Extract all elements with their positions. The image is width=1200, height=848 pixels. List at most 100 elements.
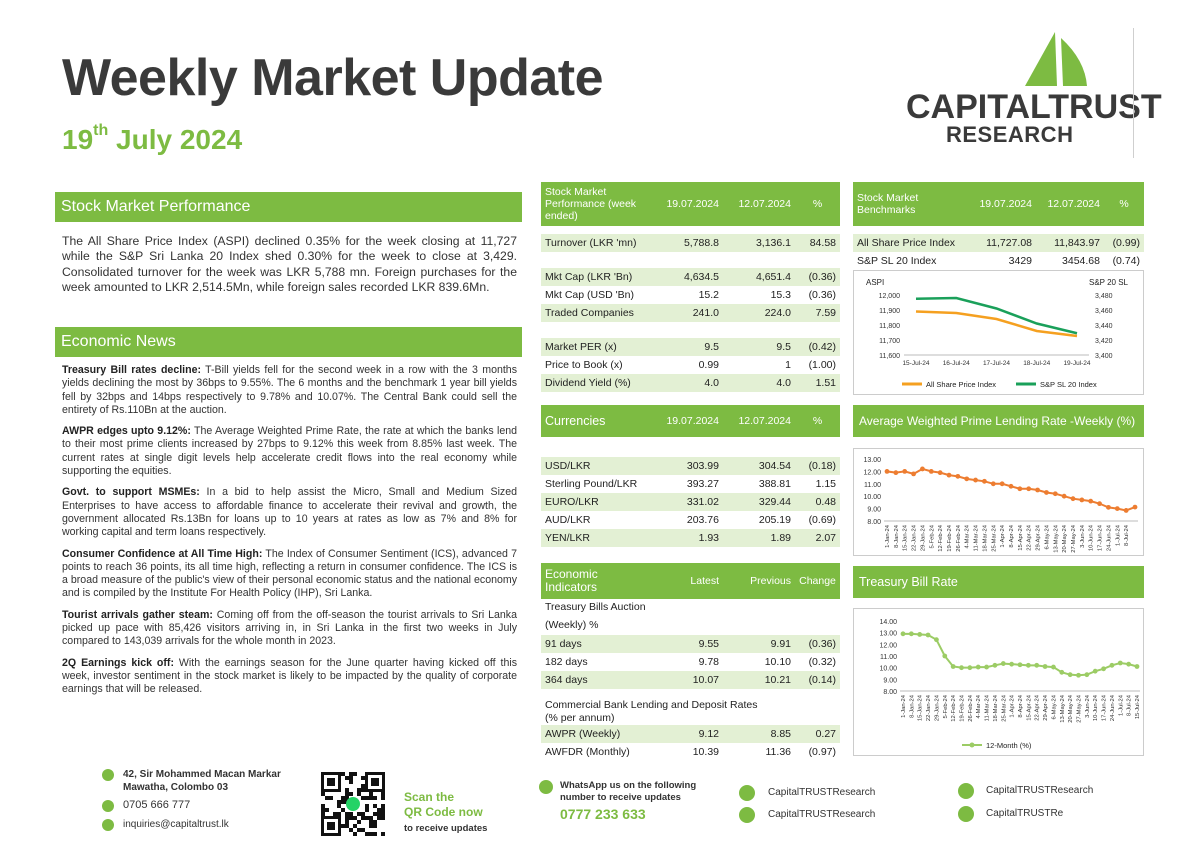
qr-module (369, 816, 373, 820)
telegram-handle[interactable]: CapitalTRUSTResearch (768, 787, 876, 798)
data-point (1067, 672, 1073, 678)
y-tick: 12.00 (879, 642, 897, 649)
economic-indicators-table: Economic Indicators Latest Previous Chan… (541, 563, 840, 761)
qr-module (369, 820, 373, 824)
x-tick: 4-Mar-24 (965, 524, 971, 548)
address: 42, Sir Mohammed Macan Markar Mawatha, Co… (123, 769, 281, 793)
x-tick: 1-Apr-24 (1010, 694, 1016, 717)
x-icon[interactable] (958, 806, 974, 827)
cell-label: AUD/LKR (545, 514, 591, 526)
qr-module (377, 812, 381, 816)
news-item-title: 2Q Earnings kick off: (62, 656, 174, 669)
whatsapp-number[interactable]: 0777 233 633 (560, 806, 646, 822)
data-point (893, 470, 899, 476)
x-tick: 27-May-24 (1077, 694, 1083, 722)
table-row: 364 days 10.07 10.21 (0.14) (541, 671, 840, 689)
y-tick: 9.00 (883, 677, 897, 684)
cell-pct: (0.74) (1112, 255, 1140, 267)
table-row: Mkt Cap (USD 'Bn) 15.2 15.3 (0.36) (541, 286, 840, 304)
awpr-chart: 13.00 12.00 11.00 10.00 9.00 8.00 1-Jan-24 8-Ja… (853, 448, 1144, 556)
news-item-title: Treasury Bill rates decline: (62, 364, 201, 376)
econ-head-change: Change (799, 575, 836, 587)
cell-b: 10.10 (764, 656, 791, 668)
qr-module (369, 824, 373, 828)
y-left-tick: 11,700 (879, 338, 900, 345)
cell-label: 182 days (545, 656, 588, 668)
cell-b: 9.91 (723, 635, 795, 653)
qr-module (337, 804, 341, 808)
qr-finder-core (327, 778, 335, 786)
qr-module (321, 808, 325, 812)
cell-a: 0.99 (698, 359, 719, 371)
legend-label: All Share Price Index (926, 380, 996, 389)
data-point (902, 469, 908, 474)
data-point (1017, 662, 1023, 668)
cell-pct: (0.32) (808, 656, 836, 668)
awpr-chart-title: Average Weighted Prime Lending Rate -Wee… (853, 405, 1144, 437)
cell-b: 9.5 (723, 338, 795, 356)
legend-label: S&P SL 20 Index (1040, 380, 1097, 389)
facebook-handle[interactable]: CapitalTRUSTResearch (986, 785, 1094, 796)
news-item-text: In a bid to help assist the Micro, Small… (62, 486, 517, 539)
x-tick: 8-Jul-24 (1127, 694, 1133, 716)
phone: 0705 666 777 (123, 799, 191, 811)
x-handle[interactable]: CapitalTRUSTRe (986, 808, 1064, 819)
qr-module (349, 772, 353, 776)
x-tick: 3-Jun-24 (1085, 694, 1091, 718)
x-tick: 4-Mar-24 (976, 694, 982, 718)
data-point (1134, 664, 1140, 669)
qr-module (357, 792, 361, 796)
telegram-icon[interactable] (739, 785, 755, 806)
data-point (1126, 661, 1132, 667)
data-point (984, 664, 989, 670)
news-item-title: Tourist arrivals gather steam: (62, 608, 213, 621)
qr-module (325, 796, 329, 800)
awpr-chart-svg: 13.00 12.00 11.00 10.00 9.00 8.00 1-Jan-24 8-Ja… (863, 457, 1138, 553)
x-tick: 25-Mar-24 (1001, 694, 1007, 722)
x-tick: 18-Mar-24 (993, 694, 999, 722)
x-tick: 11-Mar-24 (985, 694, 991, 721)
x-tick: 22-Jan-24 (926, 694, 932, 721)
qr-code-icon[interactable] (321, 772, 385, 836)
qr-module (365, 816, 369, 820)
x-tick: 17-Jun-24 (1102, 694, 1108, 721)
x-tick: 25-Mar-24 (991, 524, 997, 552)
qr-module (321, 792, 325, 796)
cell-a: 203.76 (686, 514, 719, 526)
cell-pct: (0.42) (795, 338, 840, 356)
data-point (1109, 662, 1115, 668)
stock-market-performance-table: Stock Market Performance (week ended) 19… (541, 182, 840, 392)
data-point (1051, 664, 1056, 670)
table-row: Turnover (LKR 'mn) 5,788.8 3,136.1 84.58 (541, 234, 840, 252)
qr-module (345, 776, 349, 780)
qr-module (373, 832, 377, 836)
youtube-icon[interactable] (739, 807, 755, 828)
phone-icon (102, 799, 114, 817)
y-left-tick: 12,000 (879, 293, 901, 300)
table-row: 91 days 9.55 9.91 (0.36) (541, 635, 840, 653)
cell-label: S&P SL 20 Index (857, 255, 937, 267)
x-tick: 18-Mar-24 (982, 524, 988, 552)
qr-module (341, 800, 345, 804)
facebook-icon[interactable] (958, 783, 974, 804)
y-tick: 14.00 (879, 619, 897, 626)
news-item-title: Consumer Confidence at All Time High: (62, 547, 263, 560)
cur-head-label: Currencies (545, 414, 606, 428)
email-link[interactable]: inquiries@capitaltrust.lk (123, 819, 229, 830)
qr-module (337, 800, 341, 804)
x-tick: 3-Jun-24 (1080, 524, 1086, 548)
data-point (884, 469, 890, 474)
cell-a: 3429 (1008, 255, 1032, 267)
aspi-sp-chart-svg: ASPI S&P 20 SL 12,000 11,900 11,800 11,700 11,… (866, 278, 1129, 389)
youtube-handle[interactable]: CapitalTRUSTResearch (768, 809, 876, 820)
x-tick: 10-Jun-24 (1093, 694, 1099, 721)
news-item-text: The Index of Consumer Sentiment (ICS), a… (62, 547, 517, 600)
cell-a: 9.55 (651, 635, 723, 653)
cell-a: 393.27 (686, 478, 719, 490)
logo-research: RESEARCH (946, 122, 1074, 147)
data-point (1061, 493, 1067, 499)
cell-a: 5,788.8 (651, 234, 723, 252)
currencies-table: Currencies 19.07.2024 12.07.2024 % USD/L… (541, 405, 840, 547)
x-tick: 5-Feb-24 (929, 524, 935, 548)
cell-a: 1.93 (651, 529, 723, 547)
